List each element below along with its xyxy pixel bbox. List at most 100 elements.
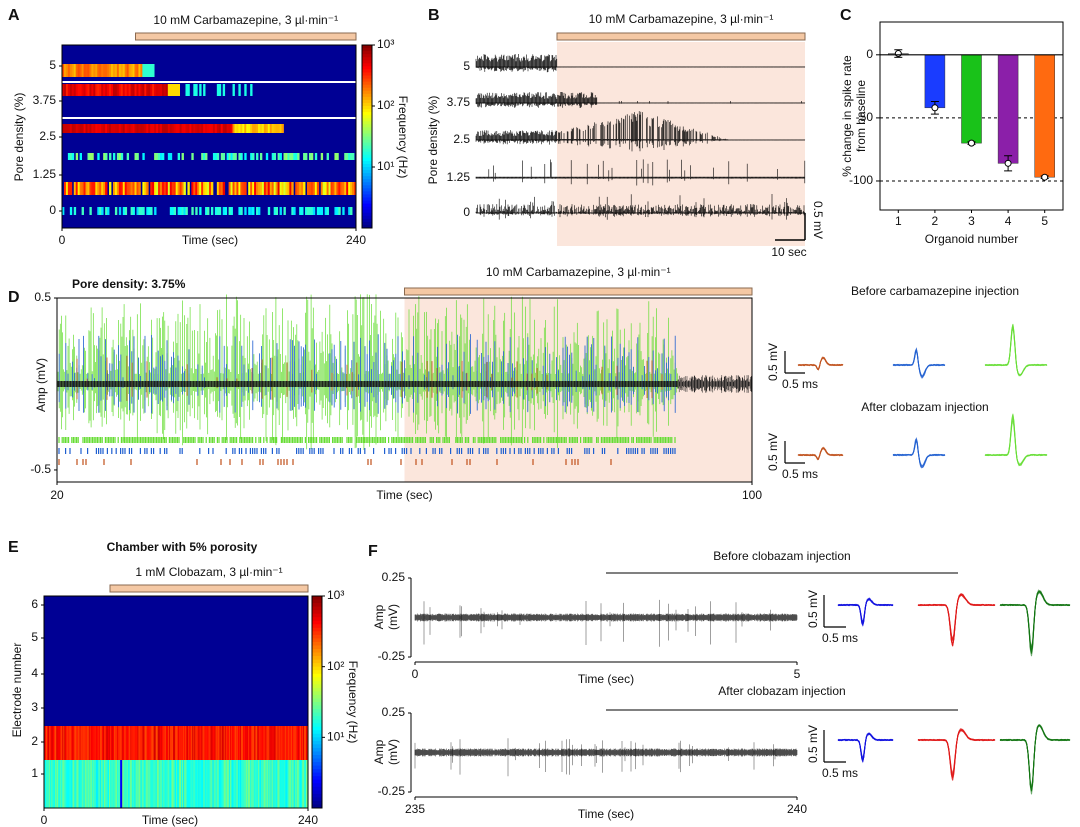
- heatmap-cell: [231, 760, 234, 808]
- heatmap-cell: [194, 726, 196, 760]
- heatmap-cell: [122, 726, 124, 760]
- heatmap-cell: [80, 760, 82, 808]
- heatmap-cell: [95, 64, 98, 77]
- heatmap-cell: [150, 726, 153, 760]
- heatmap-cell: [233, 726, 236, 760]
- heatmap-cell: [81, 207, 84, 215]
- colorbar-step: [362, 81, 372, 86]
- heatmap-cell: [197, 760, 199, 808]
- colorbar-step: [312, 716, 322, 721]
- heatmap-cell: [62, 124, 65, 133]
- colorbar-step: [362, 148, 372, 153]
- colorbar-step: [362, 176, 372, 180]
- heatmap-cell: [260, 760, 262, 808]
- heatmap-cell: [70, 726, 72, 760]
- heatmap-cell: [80, 726, 82, 760]
- heatmap-cell: [111, 84, 114, 96]
- heatmap-cell: [292, 726, 295, 760]
- heatmap-cell: [179, 207, 182, 215]
- heatmap-cell: [300, 726, 303, 760]
- colorbar-step: [312, 599, 322, 604]
- heatmap-cell: [88, 760, 91, 808]
- colorbar-step: [312, 694, 322, 699]
- heatmap-cell: [85, 182, 88, 195]
- heatmap-cell: [152, 726, 155, 760]
- heatmap-cell: [307, 207, 310, 215]
- heatmap-cell: [91, 64, 94, 77]
- heatmap-cell: [128, 84, 131, 96]
- heatmap-cell: [210, 726, 212, 760]
- heatmap-cell: [187, 84, 190, 96]
- heatmap-cell: [179, 726, 181, 760]
- heatmap-cell: [61, 760, 63, 808]
- heatmap-cell: [250, 153, 253, 160]
- heatmap-cell: [109, 182, 112, 195]
- colorbar-step: [312, 684, 322, 689]
- heatmap-cell: [229, 760, 232, 808]
- waveform: [984, 324, 1048, 377]
- heatmap-cell: [134, 124, 137, 133]
- heatmap-cell: [210, 124, 214, 133]
- heatmap-cell: [280, 726, 282, 760]
- heatmap-cell: [246, 726, 248, 760]
- heatmap-cell: [234, 726, 237, 760]
- heatmap-cell: [203, 124, 206, 133]
- colorbar-step: [362, 167, 372, 171]
- heatmap-cell: [169, 760, 172, 808]
- heatmap-cell: [271, 153, 275, 160]
- heatmap-cell: [267, 182, 271, 195]
- waveform: [917, 730, 996, 774]
- heatmap-cell: [259, 182, 263, 195]
- heatmap-cell: [171, 182, 175, 195]
- heatmap-cell: [183, 726, 185, 760]
- heatmap-cell: [171, 84, 175, 96]
- x-tick-label: 2: [932, 214, 939, 228]
- heatmap-cell: [104, 726, 107, 760]
- heatmap-cell: [230, 207, 233, 215]
- heatmap-cell: [199, 124, 202, 133]
- heatmap-cell: [154, 207, 157, 215]
- colorbar-step: [362, 136, 372, 141]
- heatmap-cell: [126, 84, 130, 96]
- heatmap-cell: [67, 726, 69, 760]
- heatmap-cell: [171, 124, 175, 133]
- heatmap-cell: [290, 760, 293, 808]
- heatmap-cell: [271, 124, 275, 133]
- heatmap-cell: [105, 64, 108, 77]
- heatmap-cell: [185, 207, 188, 215]
- heatmap-cell: [211, 726, 213, 760]
- heatmap-cell: [65, 84, 69, 96]
- heatmap-cell: [137, 726, 139, 760]
- heatmap-cell: [150, 124, 153, 133]
- heatmap-cell: [310, 153, 314, 160]
- heatmap-cell: [354, 182, 357, 195]
- heatmap-cell: [256, 182, 259, 195]
- heatmap-cell: [66, 726, 68, 760]
- scale-bar-label: 0.5 mV: [806, 590, 820, 628]
- waveform: [984, 326, 1048, 376]
- colorbar-step: [362, 209, 372, 214]
- heatmap-cell: [181, 182, 184, 195]
- heatmap-cell: [171, 726, 174, 760]
- heatmap-cell: [63, 84, 67, 96]
- heatmap-cell: [256, 153, 259, 160]
- heatmap-cell: [195, 207, 198, 215]
- heatmap-cell: [228, 760, 231, 808]
- heatmap-cell: [55, 760, 57, 808]
- heatmap-cell: [168, 726, 171, 760]
- heatmap-cell: [228, 153, 231, 160]
- heatmap-cell: [305, 153, 308, 160]
- colorbar-step: [312, 634, 322, 639]
- colorbar-step: [312, 691, 322, 696]
- colorbar-step: [362, 90, 372, 95]
- y-tick-label: 1: [31, 766, 38, 780]
- waveform: [892, 439, 946, 466]
- colorbar-step: [362, 157, 372, 162]
- heatmap-cell: [288, 726, 291, 760]
- heatmap-cell: [65, 726, 67, 760]
- x-tick-label: 3: [968, 214, 975, 228]
- heatmap-cell: [191, 726, 193, 760]
- heatmap-cell: [129, 760, 131, 808]
- heatmap-cell: [203, 726, 205, 760]
- waveform: [984, 414, 1048, 467]
